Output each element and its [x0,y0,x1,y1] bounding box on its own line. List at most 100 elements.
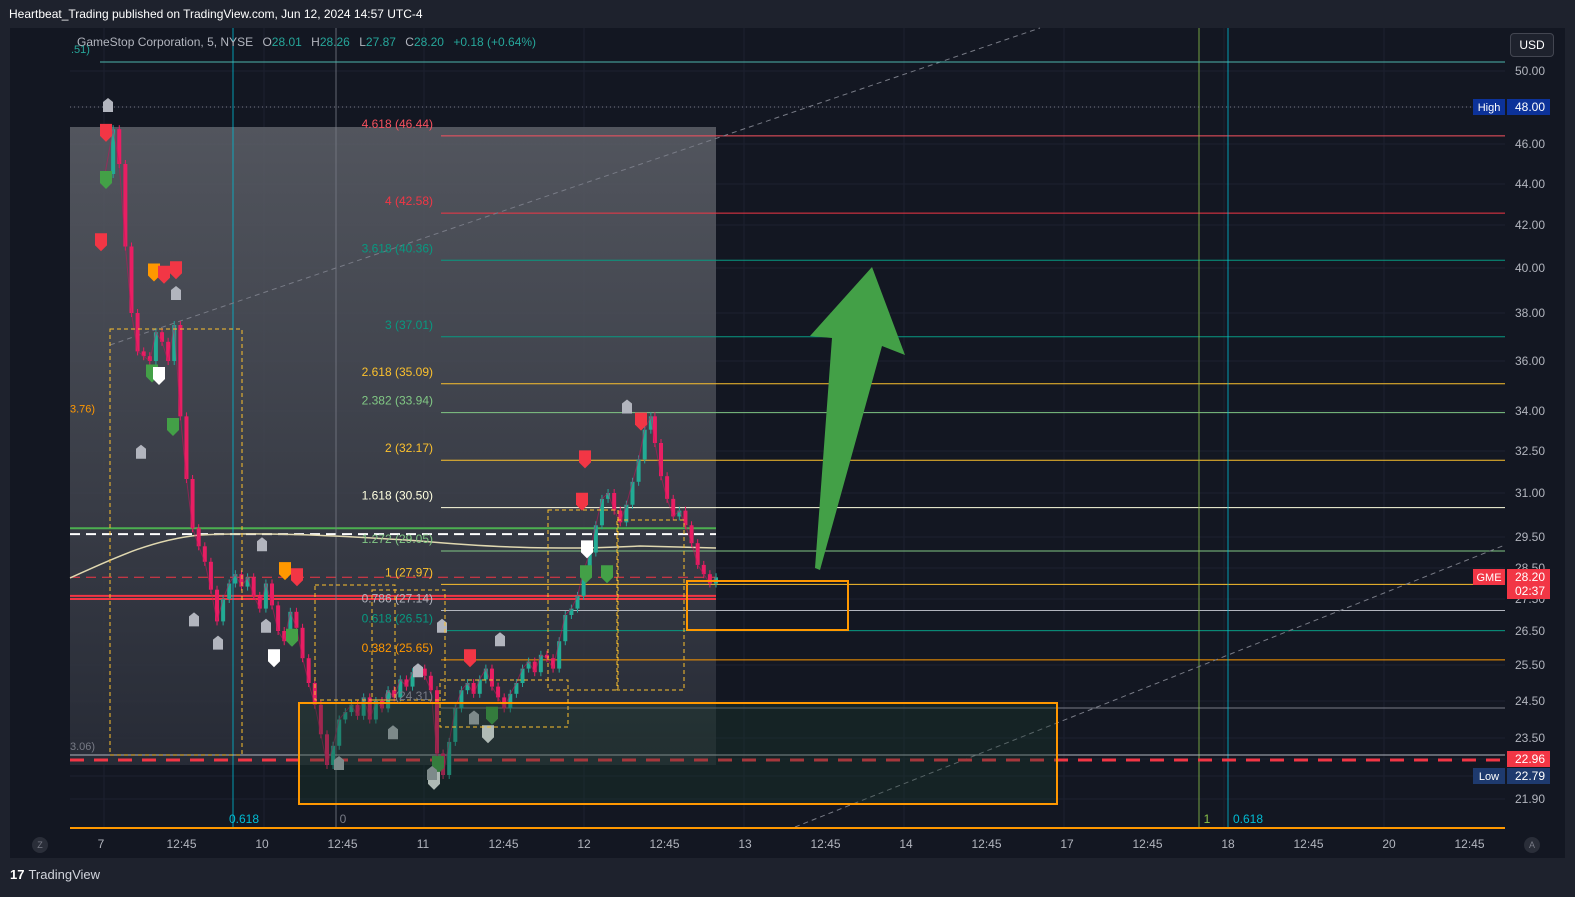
candle-body [221,599,226,622]
candle-body [532,661,537,673]
signal-marker [482,725,494,744]
candle-body [557,641,562,669]
price-tag-value-bg [1507,99,1550,115]
exit-marker [622,399,632,414]
price-tick: 26.50 [1515,624,1545,638]
candle-body [465,683,470,691]
price-tag-value: 22.96 [1515,752,1545,766]
candle-body [612,493,617,511]
candle-body [355,704,360,716]
candle-body [599,498,604,526]
time-tick: 12:45 [971,837,1001,851]
candle-body [343,712,348,720]
price-tag-value: 02:37 [1515,584,1545,598]
signal-marker [486,706,498,725]
signal-marker [286,628,298,647]
candle-body [701,564,706,575]
candle-body [642,429,647,460]
exit-marker [388,725,398,740]
fib-shaded-zone [70,127,716,765]
candle-body [270,583,275,606]
order-block [109,328,243,756]
candle-body [251,577,256,596]
currency-button[interactable]: USD [1510,33,1554,57]
scale-left-button[interactable]: Z [32,837,48,853]
candle-body [166,341,171,361]
candle-body [215,589,220,622]
price-tick: 42.00 [1515,218,1545,232]
price-tag-label: GME [1476,572,1501,584]
candle-body [575,595,580,609]
auto-scale-button[interactable]: A [1524,837,1540,853]
price-series [104,125,718,779]
candle-body [551,658,556,669]
time-tick: 10 [255,837,269,851]
price-tag-value: 22.79 [1515,769,1545,783]
candle-body [367,697,372,720]
exit-marker [261,618,271,633]
fib-label: 2.382 (33.94) [362,394,433,408]
candle-body [581,571,586,596]
candle-body [245,577,250,587]
candle-body [386,690,391,709]
candle-body [178,325,183,417]
annotation-boxes [109,328,1058,805]
signal-marker [158,265,170,284]
time-axis: 7 12:45 10 12:45 11 12:45 12 12:45 13 12:45 14 12:4… [98,837,1485,851]
candle-body [630,481,635,505]
price-tag-label-bg [1473,768,1505,784]
candle-body [172,325,177,361]
up-arrow [810,267,905,570]
time-tick: 12:45 [166,837,196,851]
exit-marker [495,632,505,647]
candle-body [508,693,513,709]
candle-body [233,574,238,584]
time-tick: 12:45 [1132,837,1162,851]
time-tick: 12:45 [1454,837,1484,851]
legend-low-value: 27.87 [365,35,396,49]
candle-body [483,668,488,680]
candle-body [208,561,213,590]
legend-open-label: O [262,35,272,49]
bottom-fib-label: 1 [1204,812,1211,826]
candle-body [160,332,165,342]
fib-label: 0.618 (26.51) [362,612,433,626]
tradingview-mark-icon: 17 [10,867,25,882]
candle-body [123,164,128,247]
fib-label: 2 (32.17) [385,441,433,455]
time-tick: 11 [417,837,430,851]
price-tag-value-bg [1507,768,1550,784]
fib-label: 3.618 (40.36) [362,241,433,255]
up-arrow-annotation [810,267,905,570]
legend-high-label: H [311,35,320,49]
exit-marker [413,663,423,678]
signal-marker [279,562,291,581]
price-tick: 25.50 [1515,658,1545,672]
time-tick: 12:45 [810,837,840,851]
moving-average-slow [69,533,717,579]
trend-lines [70,27,1506,829]
candle-body [569,608,574,615]
candle-body [263,583,268,609]
exit-marker [257,537,267,552]
legend-open-value: 28.01 [271,35,302,49]
candle-body [318,704,323,735]
signal-marker [268,649,280,668]
fib-label: 1 (27.97) [385,565,433,579]
signal-marker [95,233,107,252]
legend-high-value: 28.26 [319,35,350,49]
tradingview-logo[interactable]: 17 TradingView [10,867,100,882]
exit-marker [213,635,223,650]
price-tag-label-bg [1473,569,1505,585]
time-tick: 20 [1382,837,1396,851]
candle-body [288,611,293,642]
candle-body [373,701,378,720]
price-tick: 46.00 [1515,137,1545,151]
order-block [547,509,619,691]
signal-marker [148,263,160,282]
candle-body [300,627,305,659]
candle-body [453,708,458,742]
candle-body [129,246,134,313]
